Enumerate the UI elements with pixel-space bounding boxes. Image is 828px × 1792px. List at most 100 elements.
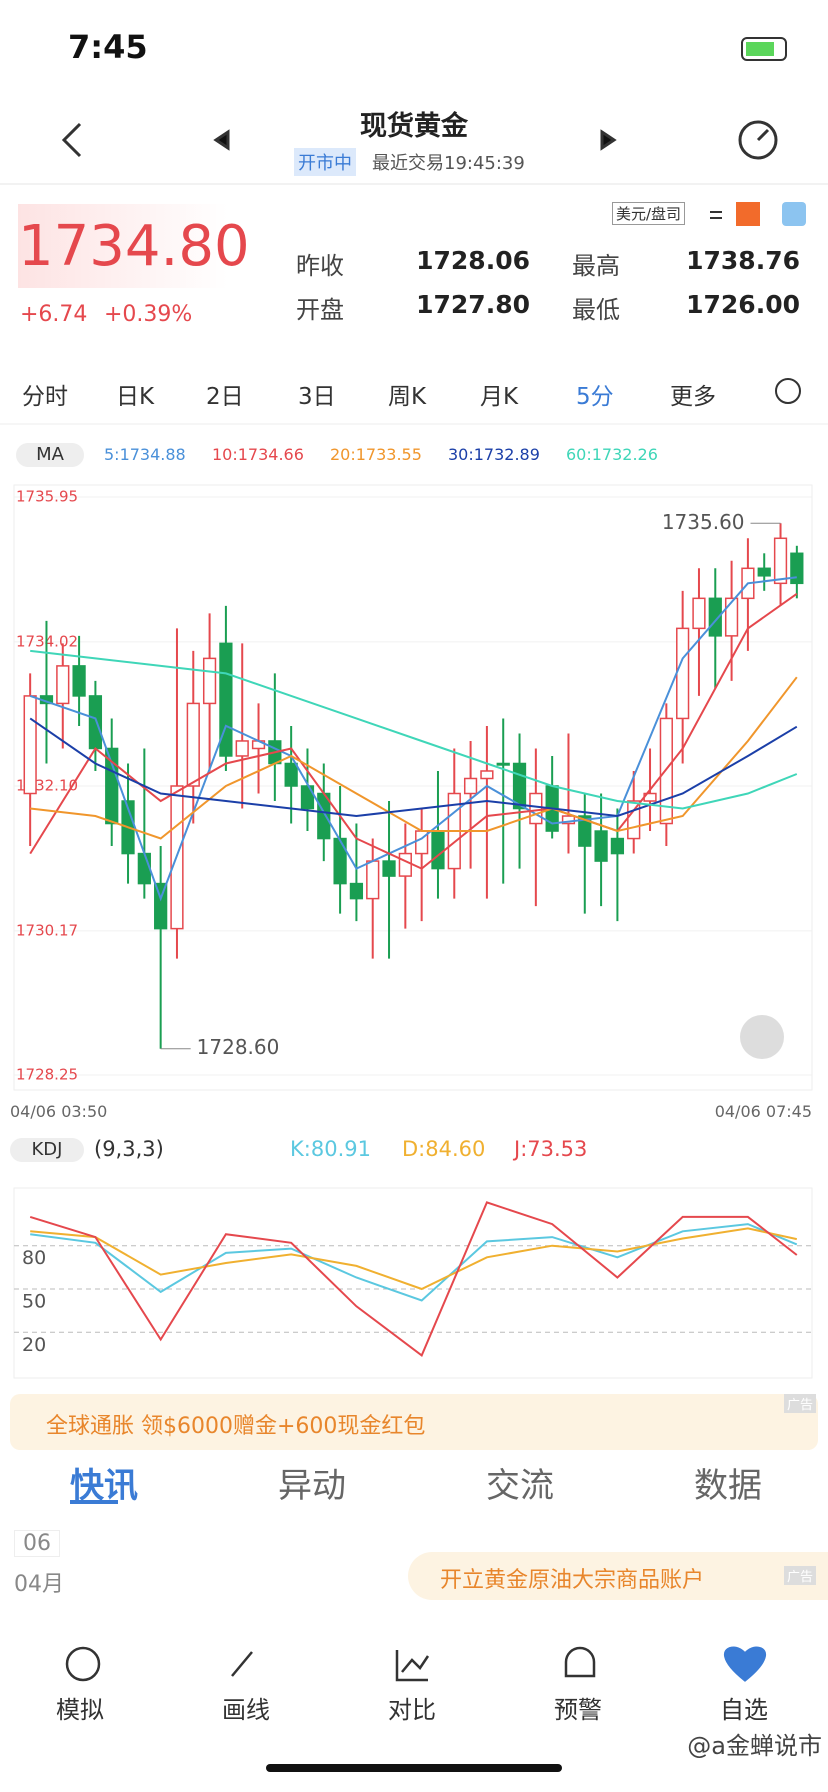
indicator-line xyxy=(29,717,798,818)
annotation-label: 1735.60 xyxy=(662,510,745,534)
candle-body xyxy=(561,815,576,825)
candle-body xyxy=(202,657,217,705)
candle-body xyxy=(463,777,478,795)
ma-legend-entry: 20:1733.55 xyxy=(330,445,422,464)
change-pct: +0.39% xyxy=(104,302,193,327)
candle-body xyxy=(773,537,788,585)
period-tab[interactable]: 分时 xyxy=(22,384,68,410)
nav-item[interactable]: 模拟 xyxy=(56,1696,104,1724)
indicator-line xyxy=(30,676,798,840)
candle-body xyxy=(154,882,168,930)
candle-body xyxy=(692,597,706,630)
ma-button[interactable]: MA xyxy=(16,443,84,467)
ad-banner-2[interactable] xyxy=(408,1552,828,1600)
kdj-button[interactable]: KDJ xyxy=(10,1138,84,1162)
icons xyxy=(0,37,828,1772)
stat-label: 最高 xyxy=(572,252,620,280)
last-trade: 最近交易19:45:39 xyxy=(372,153,525,174)
time-end: 04/06 07:45 xyxy=(714,1102,812,1121)
y-tick-label: 80 xyxy=(22,1247,46,1269)
annotation-label: 1728.60 xyxy=(197,1035,280,1059)
status-time: 7:45 xyxy=(68,28,148,66)
nav-item[interactable]: 自选 xyxy=(720,1696,768,1724)
candle-body xyxy=(186,702,200,787)
y-tick-label: 20 xyxy=(22,1334,46,1356)
ad-tag-2: 广告 xyxy=(783,1566,816,1585)
news-tab[interactable]: 交流 xyxy=(486,1466,554,1506)
price-bg xyxy=(18,204,228,288)
kdj-params: (9,3,3) xyxy=(94,1137,164,1161)
y-tick-label: 1728.25 xyxy=(16,1066,78,1084)
stat-label: 最低 xyxy=(572,296,620,324)
stat-label: 昨收 xyxy=(296,252,344,280)
ma-legend-entry: 30:1732.89 xyxy=(448,445,540,464)
ad-tag: 广告 xyxy=(783,1394,816,1413)
ma-legend-entry: 5:1734.88 xyxy=(104,445,186,464)
price: 1734.80 xyxy=(18,214,250,279)
watermark: @a金蝉说市 xyxy=(687,1732,822,1760)
period-tab[interactable]: 更多 xyxy=(670,384,716,410)
unit: 美元/盘司 xyxy=(612,202,686,225)
indicator-line xyxy=(30,649,798,810)
period-tab[interactable]: 日K xyxy=(116,384,155,410)
stat-value: 1728.06 xyxy=(416,246,530,275)
period-tab[interactable]: 2日 xyxy=(206,384,244,410)
candle-body xyxy=(235,740,249,757)
ad-banner[interactable] xyxy=(10,1394,818,1450)
period-tab[interactable]: 3日 xyxy=(298,384,336,410)
candle-body xyxy=(431,830,445,870)
candle-body xyxy=(23,695,37,795)
candle-body xyxy=(676,627,690,720)
kdj-legend-entry: K:80.91 xyxy=(290,1137,371,1161)
candle-body xyxy=(708,597,722,637)
candle-body xyxy=(496,762,510,766)
candle-body xyxy=(480,770,494,780)
ad-text-2: 开立黄金原油大宗商品账户 xyxy=(440,1568,705,1593)
candle-body xyxy=(790,552,804,585)
candle-body xyxy=(72,665,86,697)
indicator-line xyxy=(29,592,798,870)
candle-body xyxy=(333,837,347,885)
candle-body xyxy=(398,852,412,877)
y-tick-label: 50 xyxy=(22,1290,46,1312)
candle-body xyxy=(137,852,151,885)
ma-legend-entry: 10:1734.66 xyxy=(212,445,304,464)
candle-body xyxy=(382,860,396,877)
indicator-line xyxy=(30,1223,798,1302)
candle-body xyxy=(284,762,298,787)
kdj-legend-entry: J:73.53 xyxy=(514,1137,588,1161)
stat-value: 1726.00 xyxy=(686,290,800,319)
period-tab[interactable]: 5分 xyxy=(576,384,614,410)
candle-body xyxy=(366,860,380,900)
indicator-line xyxy=(30,1227,798,1291)
kdj-legend-entry: D:84.60 xyxy=(402,1137,486,1161)
ad-text: 全球通胀 领$6000赠金+600现金红包 xyxy=(46,1414,426,1439)
news-tab[interactable]: 异动 xyxy=(278,1466,346,1506)
indicator-line xyxy=(29,576,797,902)
candle-body xyxy=(757,567,771,577)
nav-item[interactable]: 对比 xyxy=(388,1696,436,1724)
candle-body xyxy=(627,800,641,840)
news-tab[interactable]: 数据 xyxy=(694,1466,762,1506)
time-start: 04/06 03:50 xyxy=(10,1102,108,1121)
news-month: 04月 xyxy=(14,1572,64,1597)
candle-body xyxy=(529,792,543,825)
period-tab[interactable]: 月K xyxy=(480,384,519,410)
candle-body xyxy=(578,815,592,847)
candle-body xyxy=(594,830,608,862)
news-tab[interactable]: 快讯 xyxy=(70,1466,138,1506)
period-tab[interactable]: 周K xyxy=(388,384,427,410)
candle-body xyxy=(56,665,70,705)
candle-body xyxy=(659,717,673,825)
candle-body xyxy=(724,597,739,637)
y-tick-label: 1735.95 xyxy=(16,488,78,506)
candle-body xyxy=(105,747,119,825)
indicator-line xyxy=(29,1201,798,1357)
news-day: 06 xyxy=(14,1530,60,1557)
ma-legend-entry: 60:1732.26 xyxy=(566,445,658,464)
nav-item[interactable]: 预警 xyxy=(554,1696,602,1724)
candle-body xyxy=(219,642,233,757)
nav-item[interactable]: 画线 xyxy=(222,1696,270,1724)
